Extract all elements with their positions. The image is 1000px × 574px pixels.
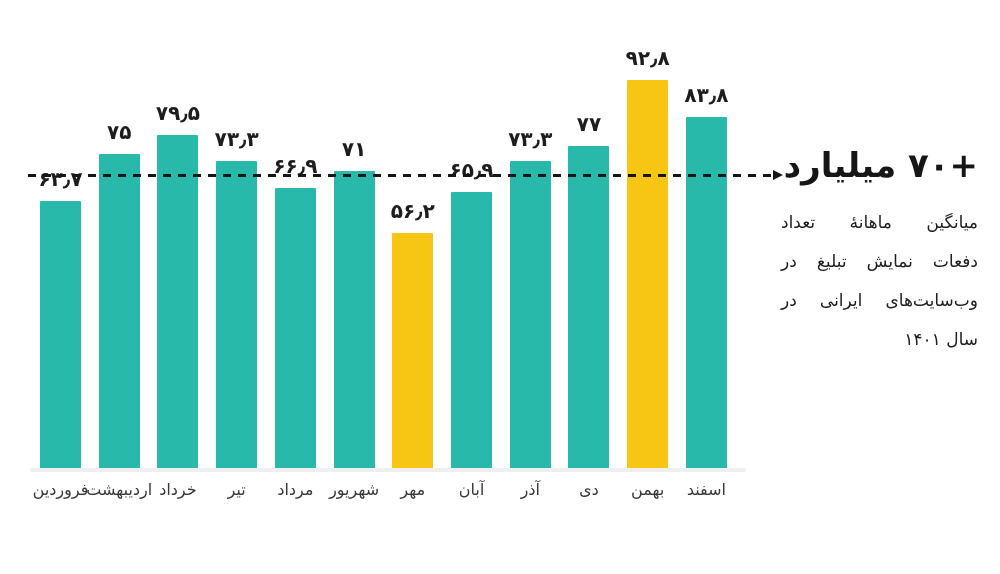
bar-value-label: ۷۳٫۳ [214,127,259,151]
bar-month-label: آبان [458,480,485,499]
bar-value-label: ۹۲٫۸ [625,46,670,70]
bar-value-label: ۶۳٫۷ [38,167,83,191]
bar-month-label: بهمن [631,480,665,499]
bar-month-label: تیر [227,480,246,499]
description-line: دفعات نمایش تبلیغ در [781,252,978,272]
reference-headline: +۷۰ میلیارد [783,146,978,186]
reference-dashed-line [28,170,783,180]
bar-value-label: ۷۳٫۳ [508,127,553,151]
bar-value-label: ۸۳٫۸ [684,83,729,107]
bar-6: ۷۱ شهریور [329,137,379,499]
bar-5: ۶۶٫۹ مرداد [273,154,316,499]
bar-value-label: ۷۵ [107,120,132,144]
description-line: سال ۱۴۰۱ [904,330,978,350]
bar-month-label: دی [579,480,599,499]
bar-value-label: ۶۵٫۹ [449,158,494,182]
bar-value-label: ۷۱ [341,137,367,161]
bar-10: ۷۷ دی [568,112,610,499]
bar-1: ۶۳٫۷ فروردین [33,167,89,499]
bar-month-label: خرداد [159,480,197,499]
bar-value-label: ۵۶٫۲ [390,199,435,223]
bar-value-label: ۷۹٫۵ [155,101,200,125]
bar-11: ۹۲٫۸ بهمن [626,46,669,499]
bar-month-label: شهریور [329,480,380,499]
bar-month-label: اردیبهشت [86,480,153,499]
bar-8: ۶۵٫۹ آبان [449,158,492,499]
arrow-right-icon [773,170,783,180]
bar-3: ۷۹٫۵ خرداد [156,101,199,499]
description-line: میانگین ماهانهٔ تعداد [781,213,978,233]
x-axis-line [30,468,746,472]
bar-month-label: مهر [400,480,426,499]
bar-7: ۵۶٫۲ مهر [391,199,434,499]
bar-month-label: آذر [520,480,540,499]
bar-12: ۸۳٫۸ اسفند [684,83,727,499]
bar-9: ۷۳٫۳ آذر [508,127,551,499]
bar-month-label: مرداد [277,480,314,499]
bar-month-label: اسفند [686,480,726,499]
chart-description: میانگین ماهانهٔ تعداد دفعات نمایش تبلیغ … [781,204,978,360]
bar-4: ۷۳٫۳ تیر [215,127,258,499]
bar-month-label: فروردین [32,480,89,499]
bar-2: ۷۵ اردیبهشت [86,120,152,499]
bar-chart: ۶۳٫۷ فروردین ۷۵ اردیبهشت ۷۹٫۵ خرداد ۷۳٫۳ تیر ۶۶٫… [33,0,728,499]
description-line: وب‌سایت‌های ایرانی در [781,291,978,311]
bar-value-label: ۷۷ [576,112,602,136]
